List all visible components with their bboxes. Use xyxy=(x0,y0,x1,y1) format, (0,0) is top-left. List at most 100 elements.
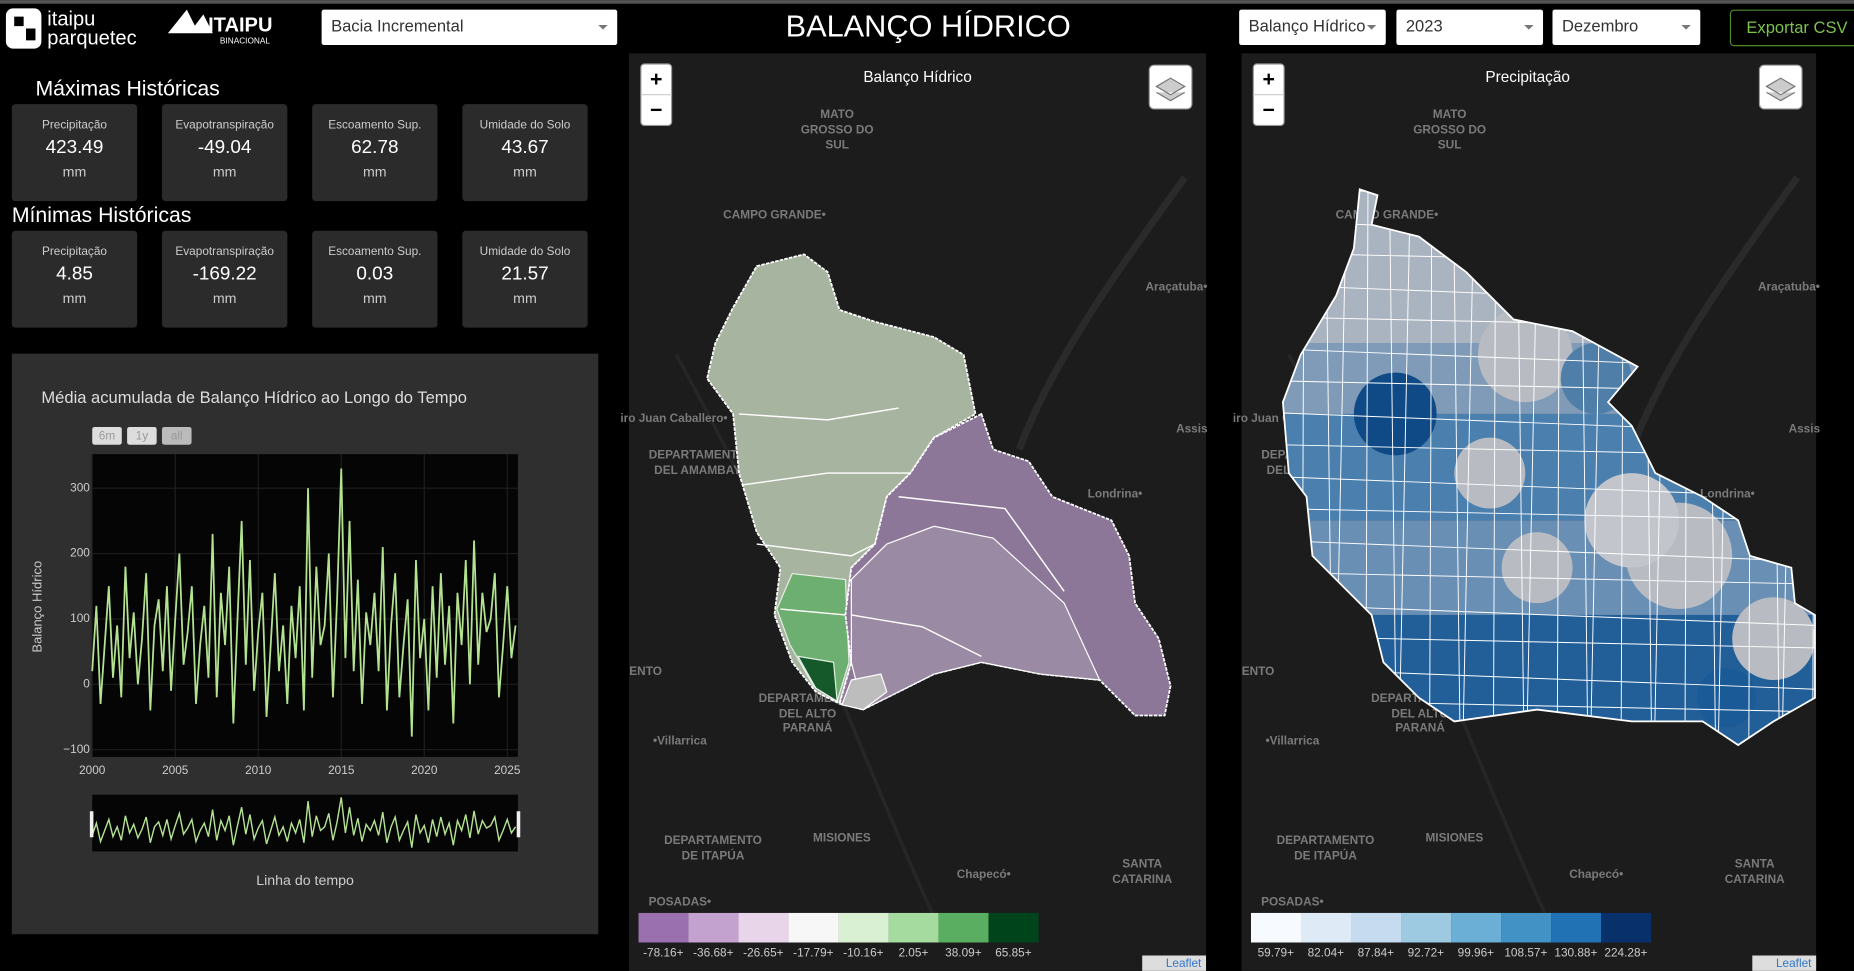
map-label: Araçatuba• xyxy=(1146,280,1208,294)
legend-swatch xyxy=(638,912,689,943)
attribution-text[interactable]: Leaflet xyxy=(1166,956,1202,970)
region-border xyxy=(1282,540,1815,563)
region xyxy=(797,655,838,703)
map-label: DEPARTAMENTO xyxy=(664,833,762,847)
map-label: Araçatuba• xyxy=(1758,280,1820,294)
legend-label: -78.16+ xyxy=(643,945,683,959)
section-title: Mínimas Históricas xyxy=(12,203,192,227)
range-handle[interactable] xyxy=(89,811,94,838)
map-label: MISIONES xyxy=(813,831,871,845)
map-label: DEPARTAMENTO xyxy=(649,447,747,461)
region-border xyxy=(1282,571,1815,585)
map-label: MATO xyxy=(820,107,854,121)
legend-swatch xyxy=(1551,912,1602,943)
stat-card xyxy=(312,104,438,202)
region xyxy=(841,673,888,711)
x-tick-label: 2005 xyxy=(162,763,189,777)
line-series xyxy=(91,468,517,737)
map-label: DEL ALTO xyxy=(1391,706,1448,720)
map-label: CATARINA xyxy=(1725,872,1785,886)
brand-sub: BINACIONAL xyxy=(220,37,270,46)
map-title: Balanço Hídrico xyxy=(863,69,971,86)
stat-value: 0.03 xyxy=(356,263,393,284)
map-label: MATO xyxy=(1433,107,1467,121)
map-label: POSADAS• xyxy=(1261,894,1324,908)
y-axis-label: Balanço Hídrico xyxy=(29,561,44,653)
y-tick-label: 300 xyxy=(70,480,90,494)
stat-unit: mm xyxy=(63,291,87,307)
range-handle[interactable] xyxy=(516,811,521,838)
range-button[interactable] xyxy=(161,426,192,445)
legend-label: -10.16+ xyxy=(843,945,883,959)
region xyxy=(850,525,1101,711)
range-slider[interactable] xyxy=(92,794,518,852)
range-button-label[interactable]: 6m xyxy=(99,429,116,443)
stat-value: 21.57 xyxy=(501,263,548,284)
map-label: •Villarrica xyxy=(653,734,707,748)
stat-unit: mm xyxy=(213,291,237,307)
map-label: Londrina• xyxy=(1700,486,1755,500)
legend-label: 65.85+ xyxy=(995,945,1032,959)
chart-title: Média acumulada de Balanço Hídrico ao Lo… xyxy=(41,388,467,407)
map-label: Assis xyxy=(1176,421,1208,435)
region-border xyxy=(1398,189,1412,746)
x-tick-label: 2015 xyxy=(328,763,355,777)
dropdown[interactable] xyxy=(1396,9,1544,46)
map-label: SUL xyxy=(1438,138,1462,152)
range-line xyxy=(91,797,517,848)
map-label: DEL AMAMBAY xyxy=(654,463,741,477)
map-title: Precipitação xyxy=(1485,69,1570,86)
map-label: SUL xyxy=(825,138,849,152)
stat-card xyxy=(11,230,138,328)
stat-label: Escoamento Sup. xyxy=(328,118,421,132)
region xyxy=(1353,372,1437,456)
legend-swatch xyxy=(1501,912,1552,943)
dropdown-value[interactable]: Dezembro xyxy=(1562,17,1638,36)
map-label: CAMPO GRANDE• xyxy=(1336,207,1439,221)
range-button-label[interactable]: all xyxy=(171,429,183,443)
zoom-in[interactable]: + xyxy=(650,67,662,91)
range-button[interactable] xyxy=(92,426,122,445)
zoom-out[interactable]: − xyxy=(1263,98,1275,122)
legend-swatch xyxy=(738,912,789,943)
legend-label: 82.04+ xyxy=(1308,945,1345,959)
x-tick-label: 2000 xyxy=(79,763,106,777)
attribution-text[interactable]: Leaflet xyxy=(1776,956,1812,970)
legend-swatch xyxy=(788,912,839,943)
dropdown-value[interactable]: 2023 xyxy=(1406,17,1443,36)
stat-value: 423.49 xyxy=(46,137,104,158)
stat-card xyxy=(161,230,288,328)
dropdown[interactable] xyxy=(321,9,618,46)
x-tick-label: 2025 xyxy=(494,763,521,777)
stat-card xyxy=(462,230,588,328)
section-title: Máximas Históricas xyxy=(35,77,219,101)
map-label: DE ITAPÚA xyxy=(1294,848,1357,862)
stat-label: Evapotranspiração xyxy=(175,118,274,132)
region-border xyxy=(1452,189,1461,746)
legend-swatch xyxy=(988,912,1039,943)
range-button-label[interactable]: 1y xyxy=(136,429,149,443)
dropdown[interactable] xyxy=(1552,9,1701,46)
zoom-out[interactable]: − xyxy=(650,98,662,122)
export-button[interactable] xyxy=(1729,9,1854,47)
y-tick-label: 100 xyxy=(70,611,90,625)
dropdown-value[interactable]: Balanço Hídrico xyxy=(1249,17,1366,36)
dropdown[interactable] xyxy=(1239,9,1386,46)
stat-card xyxy=(11,104,138,202)
stat-label: Evapotranspiração xyxy=(175,244,274,258)
y-tick-label: 0 xyxy=(83,676,90,690)
range-button[interactable] xyxy=(127,426,157,445)
dropdown-value[interactable]: Bacia Incremental xyxy=(331,17,463,36)
stat-unit: mm xyxy=(513,291,537,307)
export-button-label[interactable]: Exportar CSV xyxy=(1746,18,1847,37)
x-tick-label: 2020 xyxy=(411,763,438,777)
legend-label: -26.65+ xyxy=(743,945,783,959)
y-tick-label: −100 xyxy=(63,742,90,756)
top-edge xyxy=(0,0,1854,4)
region xyxy=(1501,532,1573,604)
legend-label: 130.88+ xyxy=(1554,945,1597,959)
stat-value: 62.78 xyxy=(351,137,398,158)
zoom-in[interactable]: + xyxy=(1263,67,1275,91)
stat-label: Precipitação xyxy=(42,244,107,258)
